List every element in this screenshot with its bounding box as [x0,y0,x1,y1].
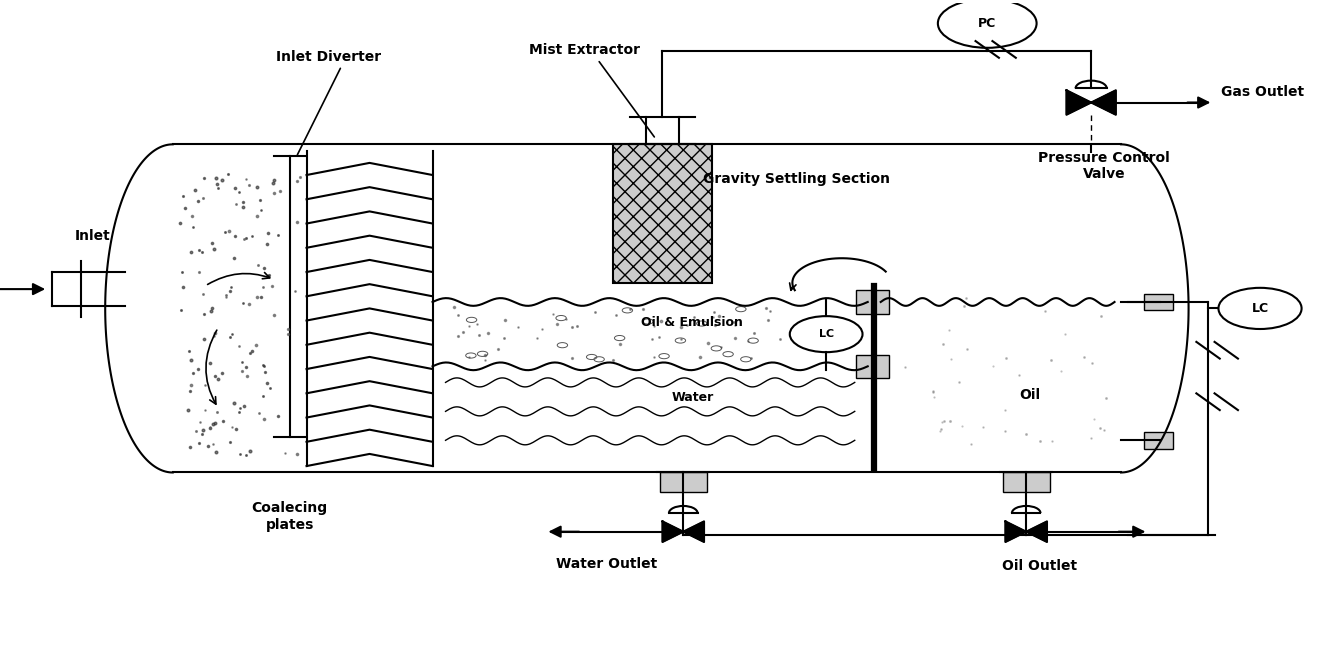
Text: Gravity Settling Section: Gravity Settling Section [703,172,890,186]
Text: Water: Water [671,391,713,404]
Text: LC: LC [1251,302,1268,315]
Text: Water Outlet: Water Outlet [556,557,657,571]
Text: Coalecing
plates: Coalecing plates [251,502,328,532]
Text: LC: LC [818,329,834,339]
Bar [614,144,712,283]
Bar [857,290,888,313]
Circle shape [938,0,1037,48]
Text: Inlet: Inlet [74,229,110,243]
Polygon shape [1066,90,1116,115]
Text: PC: PC [979,17,996,30]
Text: Pressure Control
Valve: Pressure Control Valve [1038,151,1170,181]
Polygon shape [1005,521,1046,542]
Bar [660,472,706,492]
Text: Mist Extractor: Mist Extractor [529,43,640,58]
Bar [857,355,888,378]
Text: Oil: Oil [1020,388,1041,402]
Bar [1145,432,1173,448]
Bar [1145,293,1173,310]
Text: Gas Outlet: Gas Outlet [1220,84,1304,99]
Text: Oil Outlet: Oil Outlet [1001,559,1077,572]
Text: Oil & Emulsion: Oil & Emulsion [641,316,744,329]
Polygon shape [663,521,704,542]
Bar [1003,472,1049,492]
Circle shape [1219,288,1301,329]
Text: Inlet Diverter: Inlet Diverter [276,50,381,64]
Circle shape [790,316,862,352]
